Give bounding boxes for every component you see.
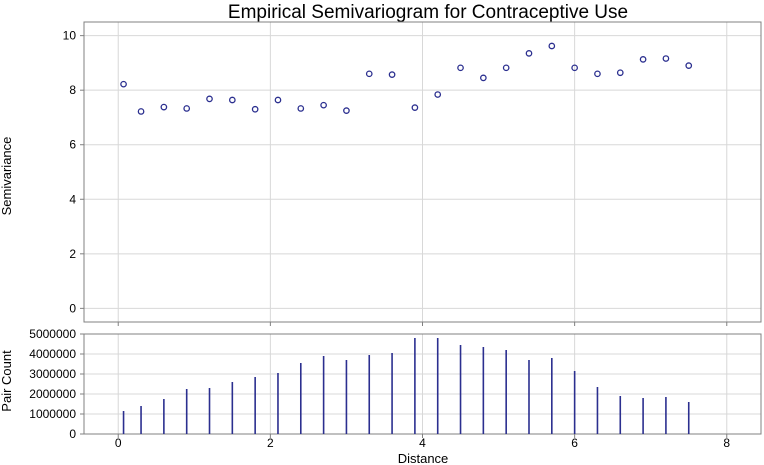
chart-title: Empirical Semivariogram for Contraceptiv… [228,2,628,23]
semivariance-point [685,62,693,69]
pair-count-panel: 0 1000000 2000000 3000000 4000000 5000000 0 2 4 6… [29,327,762,450]
y-tick-label: 3000000 [29,367,76,381]
semivariance-point [365,70,373,78]
semivariance-point [434,91,442,98]
y-tick-label: 2 [69,247,76,261]
x-axis-label: Distance [398,451,449,465]
semivariance-point [594,70,601,78]
x-tick-label: 0 [115,436,122,450]
plot-frame [83,21,762,323]
semivariance-point [525,50,533,57]
semivariance-point [251,105,259,113]
semivariance-point [457,64,464,72]
x-tick-label: 6 [571,436,578,450]
semivariance-point [480,74,487,82]
y-axis-label-semivariance: Semivariance [0,137,14,216]
semivariance-point [662,55,670,62]
y-tick-label: 2000000 [29,387,76,401]
y-tick-label: 0 [69,301,76,315]
y-tick-label: 4000000 [29,347,76,361]
semivariance-point [183,105,191,112]
y-tick-label: 10 [63,29,77,43]
semivariance-point [274,96,282,104]
semivariance-point [616,69,624,77]
semivariance-point [206,95,213,103]
y-axis-label-pair-count: Pair Count [0,350,14,412]
y-tick-label: 5000000 [29,327,76,341]
semivariance-point [160,103,168,111]
semivariance-point [388,71,396,78]
semivariance-panel: 0 2 4 6 8 10 [63,21,762,326]
semivariance-point [343,107,350,114]
plot-frame [83,333,762,435]
semivariance-point [639,56,647,63]
x-tick-label: 8 [723,436,730,450]
semivariance-point [571,64,578,72]
semivariance-point [120,80,127,88]
y-tick-label: 1000000 [29,407,76,421]
x-tick-label: 2 [267,436,274,450]
semivariance-point [411,104,419,111]
y-tick-label: 8 [69,83,76,97]
semivariance-point [137,108,145,115]
semivariance-point [320,101,327,109]
y-tick-label: 0 [69,427,76,441]
x-tick-label: 4 [419,436,426,450]
semivariance-point [297,105,305,112]
semivariance-point [548,42,556,50]
y-tick-label: 6 [69,138,76,152]
semivariance-point [228,96,236,104]
y-tick-label: 4 [69,192,76,206]
semivariance-point [502,64,510,72]
